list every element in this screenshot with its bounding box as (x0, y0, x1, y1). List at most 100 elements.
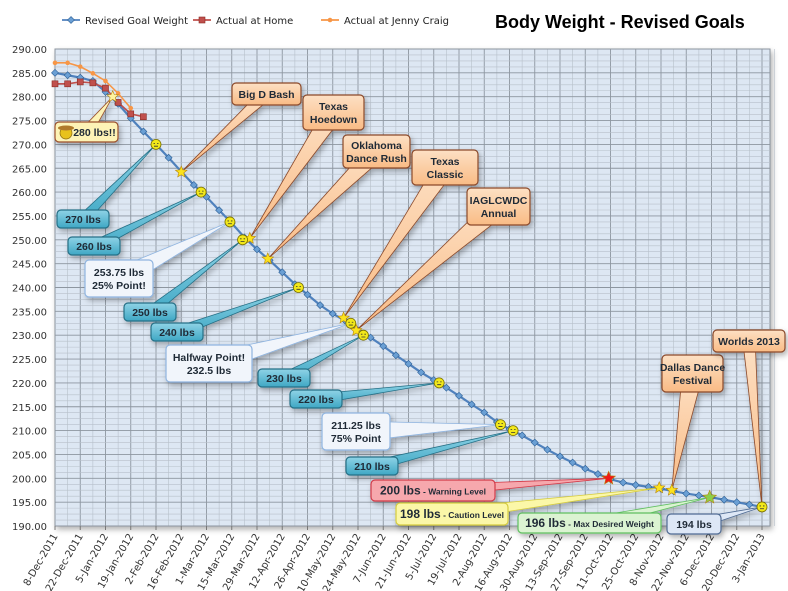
callout-line: Oklahoma (351, 140, 402, 152)
callout-label: 240 lbs (159, 327, 195, 339)
callout-line: Festival (673, 375, 712, 387)
smiley-icon (150, 138, 162, 150)
callout-line: 230 lbs (266, 373, 302, 385)
legend: Revised Goal Weight Actual at Home Actual … (62, 16, 449, 27)
data-point (543, 445, 552, 454)
data-point (303, 290, 312, 299)
data-point (52, 60, 58, 66)
data-point (215, 206, 224, 215)
y-tick-label: 200.00 (12, 474, 47, 485)
legend-label: Actual at Home (216, 16, 293, 27)
callout-white (321, 412, 501, 451)
y-tick-label: 285.00 (12, 69, 47, 80)
data-point (114, 99, 122, 106)
data-point (467, 400, 476, 409)
data-point (102, 84, 109, 92)
callout-box (342, 134, 411, 169)
callout-label: 250 lbs (132, 307, 168, 319)
callout-label: 253.75 lbs 25% Point! (92, 267, 146, 292)
callout-line: 250 lbs (132, 307, 168, 319)
callout-label: 194 lbs (676, 519, 712, 531)
callout-event (249, 94, 365, 239)
smiley-face (436, 381, 442, 386)
smiley-face (227, 220, 233, 225)
callout-event (180, 82, 302, 173)
data-point (51, 80, 59, 88)
callout-line: 240 lbs (159, 327, 195, 339)
legend-label: Actual at Jenny Craig (344, 16, 449, 27)
smiley-icon (195, 186, 207, 198)
callout-line: 211.25 lbs (331, 420, 381, 432)
data-point (732, 498, 741, 507)
callout-line: 194 lbs (676, 519, 712, 531)
data-point (404, 359, 413, 368)
star-icon (337, 311, 351, 324)
callout-line: 200 lbs (380, 484, 421, 498)
y-tick-label: 275.00 (12, 117, 47, 128)
callout-teal (289, 382, 440, 409)
hat-brim (58, 125, 74, 131)
smiley-face (198, 190, 204, 195)
callout-teal (150, 287, 299, 342)
callout-white (165, 322, 351, 383)
y-tick-label: 225.00 (12, 355, 47, 366)
callout-line: 75% Point (331, 433, 382, 445)
y-tick-label: 245.00 (12, 260, 47, 271)
callout-line: Texas (431, 156, 460, 168)
legend-marker (327, 17, 333, 23)
data-point (90, 71, 96, 76)
data-point (391, 351, 400, 360)
callout-box (150, 322, 204, 342)
data-point (140, 113, 147, 121)
callout-box (517, 512, 662, 534)
y-tick-label: 235.00 (12, 307, 47, 318)
callout-line: Halfway Point! (173, 352, 245, 364)
callout-line: 260 lbs (76, 241, 112, 253)
callout-label: 198 lbs - Caution Level (400, 507, 504, 521)
callout-box (289, 389, 343, 409)
callout-label: 196 lbs - Max Desired Weight (525, 516, 654, 530)
smiley-face (497, 423, 503, 427)
data-point (127, 110, 135, 118)
data-point (442, 383, 451, 392)
data-point (581, 464, 590, 473)
y-tick-label: 270.00 (12, 140, 47, 151)
smiley-face (348, 321, 354, 326)
callout-line: Classic (427, 169, 464, 181)
callout-box (56, 209, 110, 229)
y-tick-label: 250.00 (12, 236, 47, 247)
callout-event (712, 329, 786, 507)
callout-label: 210 lbs (354, 461, 390, 473)
data-point (278, 268, 287, 277)
data-point (103, 78, 108, 84)
y-tick-label: 230.00 (12, 331, 47, 342)
data-point (379, 342, 388, 351)
callout-line: Big D Bash (238, 89, 294, 101)
callout-line: Annual (481, 208, 517, 220)
smiley-icon (358, 329, 369, 341)
data-point (593, 470, 602, 478)
callout-label: Texas Hoedown (310, 101, 357, 126)
smiley-face (360, 333, 366, 338)
data-point (745, 500, 754, 509)
callout-line: Hoedown (310, 114, 357, 126)
callout-event (355, 187, 531, 331)
callout-teal (67, 191, 202, 256)
smiley-face (240, 238, 246, 242)
star-icon (702, 489, 718, 504)
callout-box (712, 329, 786, 353)
data-point (530, 438, 539, 447)
data-point (480, 408, 489, 417)
data-point (619, 478, 628, 487)
smiley-face (510, 429, 516, 433)
smiley-face (295, 286, 301, 290)
data-point (556, 452, 564, 461)
legend-marker (198, 16, 206, 24)
data-point (455, 391, 463, 400)
callout-event (343, 149, 479, 319)
data-point (417, 368, 426, 377)
y-tick-label: 260.00 (12, 188, 47, 199)
callout-teal (345, 430, 514, 476)
callout-box (67, 236, 121, 256)
